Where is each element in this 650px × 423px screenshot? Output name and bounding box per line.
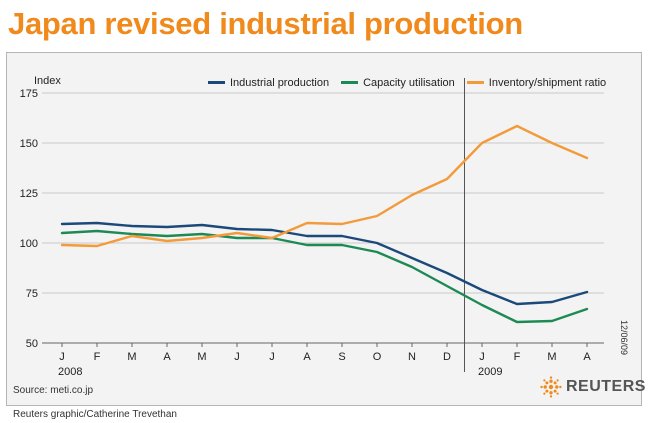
x-tick-label: J — [234, 351, 240, 363]
series-inventory-shipment-ratio-point — [306, 222, 308, 224]
y-axis-label: Index — [34, 75, 61, 87]
series-inventory-shipment-ratio-point — [166, 240, 168, 242]
y-tick-label: 150 — [20, 138, 38, 150]
credit-note: Reuters graphic/Catherine Trevethan — [13, 409, 177, 420]
x-tick-label: J — [269, 351, 275, 363]
series-capacity-utilisation-point — [481, 304, 483, 306]
reuters-logo-icon — [540, 376, 562, 398]
series-capacity-utilisation-point — [236, 237, 238, 239]
series-inventory-shipment-ratio-point — [516, 125, 518, 127]
reuters-logo-text: REUTERS — [566, 378, 646, 395]
chart-panel — [6, 52, 642, 406]
series-capacity-utilisation-point — [96, 230, 98, 232]
series-capacity-utilisation-point — [341, 244, 343, 246]
series-industrial-production-point — [481, 289, 483, 291]
series-inventory-shipment-ratio-point — [96, 245, 98, 247]
series-industrial-production-point — [306, 235, 308, 237]
x-tick-label: A — [163, 351, 171, 363]
series-industrial-production-point — [96, 222, 98, 224]
legend-label-inventory: Inventory/shipment ratio — [488, 77, 607, 89]
series-industrial-production-point — [236, 228, 238, 230]
series-industrial-production-point — [551, 301, 553, 303]
legend: Industrial production Capacity utilisatio… — [208, 77, 606, 89]
x-tick-label: M — [127, 351, 136, 363]
series-inventory-shipment-ratio-point — [201, 237, 203, 239]
reuters-logo: REUTERS — [540, 376, 646, 398]
legend-swatch-industrial — [208, 80, 225, 84]
series-capacity-utilisation-point — [551, 320, 553, 322]
series-capacity-utilisation-point — [516, 321, 518, 323]
series-capacity-utilisation-point — [201, 233, 203, 235]
series-inventory-shipment-ratio-point — [446, 178, 448, 180]
legend-label-industrial: Industrial production — [230, 77, 330, 89]
series-industrial-production-point — [271, 229, 273, 231]
x-tick-label: M — [547, 351, 556, 363]
chart-title: Japan revised industrial production — [8, 6, 523, 41]
series-industrial-production-point — [446, 272, 448, 274]
date-stamp: 12/06/09 — [619, 320, 629, 356]
year-label: 2008 — [58, 366, 82, 378]
x-tick-label: J — [59, 351, 65, 363]
legend-swatch-capacity — [341, 80, 359, 84]
legend-item-capacity: Capacity utilisation — [341, 77, 455, 89]
series-capacity-utilisation-point — [446, 285, 448, 287]
legend-swatch-inventory — [466, 80, 484, 84]
x-tick-label: A — [303, 351, 311, 363]
series-industrial-production-point — [341, 235, 343, 237]
series-capacity-utilisation-point — [306, 244, 308, 246]
series-industrial-production-point — [586, 291, 588, 293]
series-inventory-shipment-ratio-point — [551, 142, 553, 144]
x-tick-label: D — [443, 351, 451, 363]
series-inventory-shipment-ratio-point — [481, 142, 483, 144]
series-capacity-utilisation-point — [586, 308, 588, 310]
series-inventory-shipment-ratio — [60, 124, 589, 248]
series-inventory-shipment-ratio-point — [586, 157, 588, 159]
series-industrial-production-point — [201, 224, 203, 226]
year-label: 2009 — [478, 366, 502, 378]
legend-item-inventory: Inventory/shipment ratio — [466, 77, 607, 89]
series-capacity-utilisation-point — [166, 235, 168, 237]
series-capacity-utilisation-point — [411, 266, 413, 268]
series-industrial-production-point — [131, 225, 133, 227]
series-inventory-shipment-ratio-point — [341, 223, 343, 225]
series-industrial-production-point — [61, 223, 63, 225]
series-inventory-shipment-ratio-point — [271, 237, 273, 239]
x-tick-label: F — [514, 351, 521, 363]
series-industrial-production-point — [166, 226, 168, 228]
x-tick-label: F — [94, 351, 101, 363]
series-inventory-shipment-ratio-point — [236, 232, 238, 234]
series-industrial-production-point — [516, 303, 518, 305]
legend-item-industrial: Industrial production — [208, 77, 329, 89]
x-tick-label: N — [408, 351, 416, 363]
series-inventory-shipment-ratio-point — [131, 235, 133, 237]
y-tick-label: 175 — [20, 88, 38, 100]
source-note: Source: meti.co.jp — [13, 385, 94, 396]
y-tick-label: 100 — [20, 238, 38, 250]
series-industrial-production-point — [411, 257, 413, 259]
series-capacity-utilisation-point — [376, 251, 378, 253]
series-industrial-production-point — [376, 242, 378, 244]
y-tick-label: 75 — [26, 288, 38, 300]
series-inventory-shipment-ratio-point — [376, 215, 378, 217]
series-capacity-utilisation-point — [61, 232, 63, 234]
x-tick-label: M — [197, 351, 206, 363]
legend-label-capacity: Capacity utilisation — [363, 77, 455, 89]
series-inventory-shipment-ratio-point — [411, 194, 413, 196]
x-tick-label: O — [373, 351, 382, 363]
y-tick-label: 125 — [20, 188, 38, 200]
series-industrial-production — [60, 221, 589, 306]
x-tick-label: S — [338, 351, 345, 363]
x-tick-label: J — [479, 351, 485, 363]
series-inventory-shipment-ratio-point — [61, 244, 63, 246]
series-capacity-utilisation — [60, 229, 589, 324]
y-tick-label: 50 — [26, 338, 38, 350]
x-tick-label: A — [583, 351, 591, 363]
